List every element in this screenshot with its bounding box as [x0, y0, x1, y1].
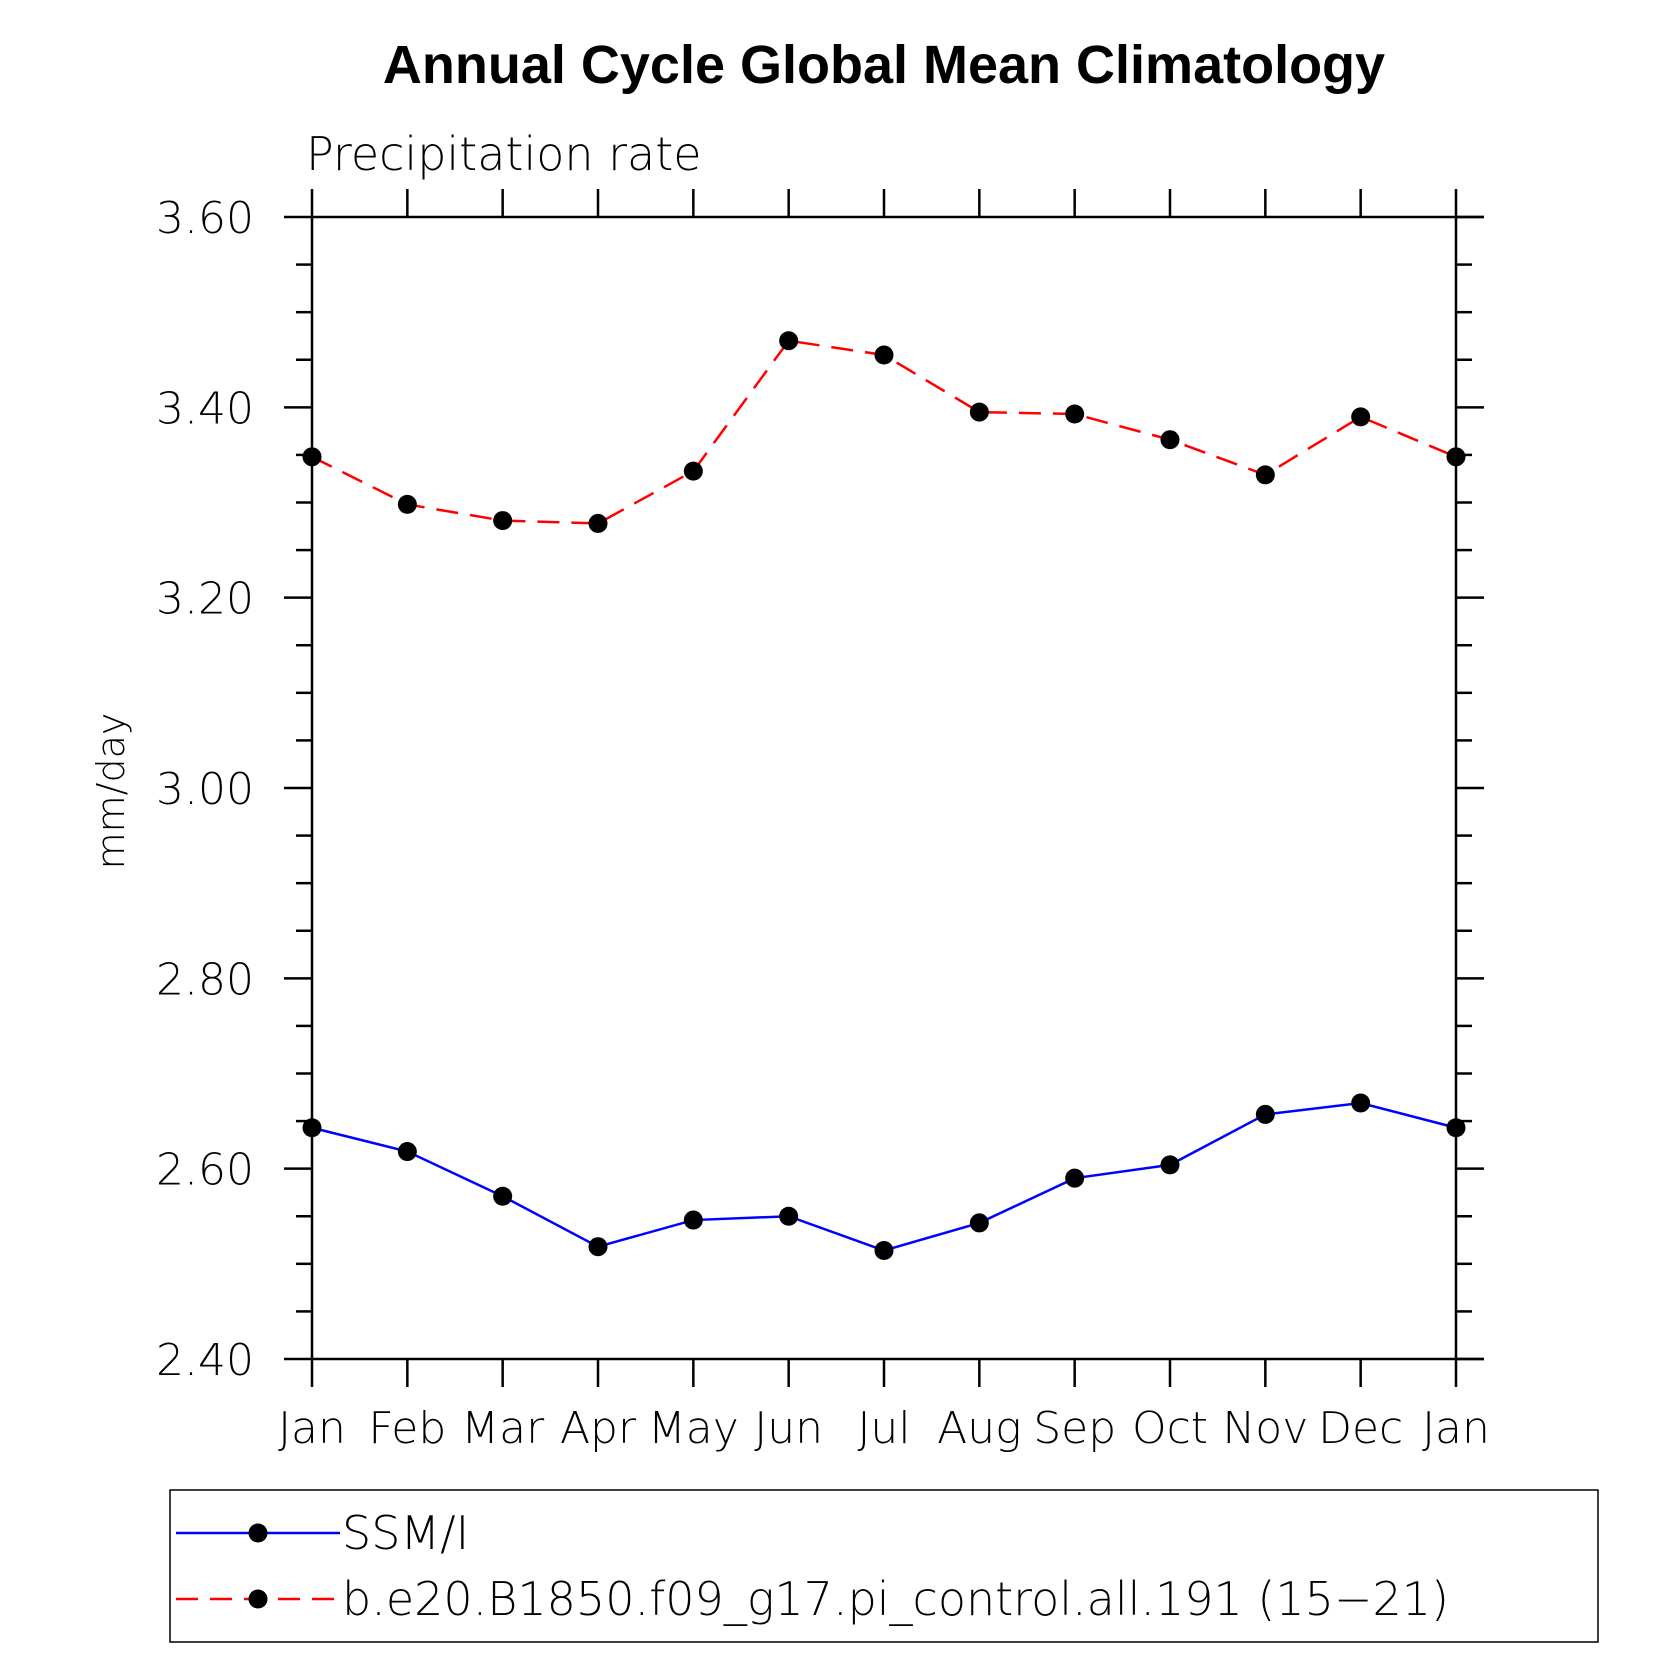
y-axis-label: mm/day	[89, 713, 133, 870]
data-point	[1255, 1104, 1275, 1124]
x-tick-label: Nov	[1222, 1403, 1308, 1454]
plot-frame	[310, 215, 1484, 1361]
x-tick-label: Oct	[1132, 1403, 1208, 1454]
y-tick-label: 3.00	[156, 764, 254, 815]
axis-tick-labels: Jan Feb Mar Apr May Jun Jul Aug Sep Oct Nov Dec Jan 2…	[156, 193, 1490, 1454]
data-point	[779, 331, 799, 351]
data-point	[1446, 447, 1466, 467]
data-point	[493, 511, 513, 531]
data-point	[588, 513, 608, 533]
data-point	[1065, 1168, 1085, 1188]
x-tick-label: Apr	[560, 1403, 637, 1454]
data-point	[1065, 404, 1085, 424]
data-point	[683, 1210, 703, 1230]
data-point	[969, 402, 989, 422]
x-tick-label: Jul	[857, 1403, 910, 1454]
data-point	[874, 345, 894, 365]
data-point	[779, 1206, 799, 1226]
x-tick-label: Jan	[278, 1403, 346, 1454]
data-point	[588, 1237, 608, 1257]
x-tick-label: Feb	[368, 1403, 446, 1454]
data-point	[1446, 1118, 1466, 1138]
legend-label: b.e20.B1850.f09_g17.pi_control.all.191 (…	[342, 1572, 1449, 1626]
y-tick-label: 3.20	[156, 574, 254, 625]
legend-marker	[248, 1589, 268, 1609]
data-point	[397, 1142, 417, 1162]
series-1	[302, 331, 1466, 533]
x-tick-label: Sep	[1033, 1403, 1116, 1454]
y-tick-label: 2.80	[156, 954, 254, 1005]
legend-marker	[248, 1523, 268, 1543]
x-tick-label: Mar	[461, 1403, 545, 1454]
axis-ticks	[284, 189, 1484, 1387]
y-tick-label: 3.60	[156, 193, 254, 244]
x-tick-label: Dec	[1318, 1403, 1403, 1454]
legend-box	[169, 1489, 1599, 1643]
data-point	[1255, 465, 1275, 485]
data-point	[1351, 1093, 1371, 1113]
y-tick-label: 3.40	[156, 383, 254, 434]
x-tick-label: Jun	[754, 1403, 823, 1454]
data-point	[1351, 407, 1371, 427]
data-point	[683, 461, 703, 481]
series-layer	[302, 331, 1466, 1261]
data-point	[302, 1118, 322, 1138]
data-point	[1160, 430, 1180, 450]
x-tick-label: Jan	[1422, 1403, 1490, 1454]
series-line	[311, 339, 1457, 525]
series-line	[311, 1101, 1457, 1252]
data-point	[1160, 1155, 1180, 1175]
data-point	[302, 447, 322, 467]
data-point	[874, 1241, 894, 1261]
legend: SSM/I b.e20.B1850.f09_g17.pi_control.all.…	[169, 1489, 1599, 1643]
data-point	[969, 1213, 989, 1233]
data-point	[493, 1186, 513, 1206]
y-tick-label: 2.40	[156, 1335, 254, 1386]
series-0	[302, 1093, 1466, 1261]
x-tick-label: Aug	[937, 1403, 1021, 1454]
chart-title: Annual Cycle Global Mean Climatology	[383, 35, 1385, 95]
x-tick-label: May	[648, 1403, 739, 1454]
data-point	[397, 494, 417, 514]
chart-subtitle: Precipitation rate	[306, 127, 702, 181]
y-tick-label: 2.60	[156, 1145, 254, 1196]
legend-label: SSM/I	[342, 1506, 469, 1560]
